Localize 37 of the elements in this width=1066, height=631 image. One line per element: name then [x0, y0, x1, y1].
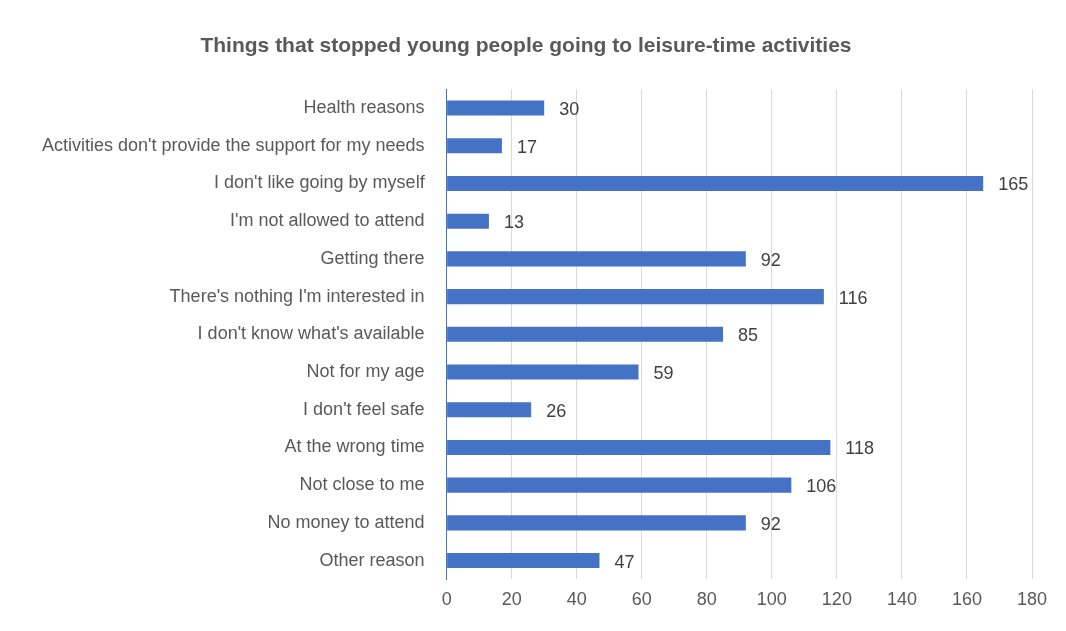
x-tick-label: 140	[886, 589, 917, 610]
data-label: 59	[653, 362, 674, 383]
y-tick-label: At the wrong time	[284, 436, 425, 457]
x-tick-label: 20	[501, 589, 522, 610]
data-label: 85	[738, 325, 759, 346]
data-label: 92	[760, 513, 781, 534]
y-tick-label: Activities don't provide the support for my needs	[41, 134, 425, 155]
x-tick-label: 80	[696, 589, 717, 610]
data-label: 116	[838, 287, 868, 308]
y-tick-label: I don't know what's available	[197, 323, 425, 344]
data-label: 47	[614, 551, 635, 572]
x-tick-label: 100	[756, 589, 787, 610]
y-tick-label: I don't feel safe	[303, 398, 425, 419]
y-tick-label: No money to attend	[267, 511, 425, 532]
data-label: 118	[845, 438, 875, 459]
x-tick-label: 60	[631, 589, 652, 610]
y-tick-label: There's nothing I'm interested in	[169, 285, 425, 306]
y-tick-label: Not for my age	[306, 360, 425, 381]
data-label: 30	[559, 99, 580, 120]
x-tick-label: 0	[441, 589, 452, 610]
data-label: 13	[503, 212, 524, 233]
y-tick-label: Getting there	[320, 247, 425, 268]
y-tick-label: I'm not allowed to attend	[230, 210, 425, 231]
x-tick-label: 160	[951, 589, 982, 610]
data-label: 106	[806, 476, 837, 497]
y-tick-label: Not close to me	[299, 474, 425, 495]
chart-title: Things that stopped young people going to leisure-time activities	[200, 33, 852, 57]
data-label: 165	[998, 174, 1029, 195]
y-tick-label: Other reason	[319, 549, 425, 570]
y-tick-label: I don't like going by myself	[214, 172, 426, 193]
data-label: 17	[516, 136, 537, 157]
x-tick-label: 180	[1016, 589, 1048, 610]
x-tick-label: 120	[821, 589, 852, 610]
data-label: 92	[760, 249, 781, 270]
data-label: 26	[546, 400, 567, 421]
x-tick-label: 40	[566, 589, 587, 610]
y-tick-label: Health reasons	[303, 97, 425, 118]
